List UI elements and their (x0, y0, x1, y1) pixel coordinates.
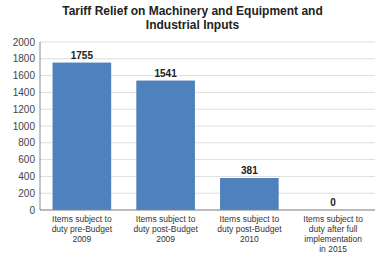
y-tick-label: 400 (18, 171, 35, 182)
y-tick-label: 0 (29, 205, 35, 216)
grid-line (40, 210, 375, 211)
text-line: Industrial Inputs (146, 18, 240, 32)
y-tick-label: 1000 (13, 121, 36, 132)
bars (53, 63, 279, 210)
chart-container: Tariff Relief on Machinery and Equipment… (0, 0, 385, 266)
y-tick-label: 1800 (13, 53, 36, 64)
text-line: 2010 (240, 234, 259, 244)
text-line: Tariff Relief on Machinery and Equipment… (62, 4, 322, 18)
text-line: 2009 (72, 234, 91, 244)
data-label: 1541 (155, 68, 178, 79)
y-tick-label: 800 (18, 137, 35, 148)
y-tick-label: 1200 (13, 104, 36, 115)
data-label: 0 (330, 197, 336, 208)
y-tick-label: 600 (18, 154, 35, 165)
text-line: Items subject to (303, 214, 363, 224)
text-line: duty pre-Budget (52, 224, 113, 234)
y-tick-label: 1600 (13, 70, 36, 81)
x-axis-line (40, 210, 375, 211)
text-line: 2009 (156, 234, 175, 244)
grid (40, 42, 375, 210)
text-line: duty post-Budget (133, 224, 198, 234)
x-tick-label: Items subject toduty after fullimplement… (303, 214, 363, 254)
x-tick-label: Items subject toduty post-Budget2009 (133, 214, 198, 244)
text-line: duty after full (309, 224, 358, 234)
y-tick-label: 1400 (13, 87, 36, 98)
text-line: Items subject to (136, 214, 196, 224)
bar (220, 178, 279, 210)
text-line: implementation (304, 234, 362, 244)
text-line: Items subject to (52, 214, 112, 224)
x-tick-label: Items subject toduty post-Budget2010 (217, 214, 282, 244)
data-label: 1755 (71, 50, 94, 61)
grid-line (40, 42, 375, 43)
bar (136, 81, 195, 210)
title: Tariff Relief on Machinery and Equipment… (62, 4, 322, 32)
text-line: duty post-Budget (217, 224, 282, 234)
data-label: 381 (241, 165, 258, 176)
x-tick-label: Items subject toduty pre-Budget2009 (52, 214, 113, 244)
y-tick-label: 2000 (13, 37, 36, 48)
chart-svg: Tariff Relief on Machinery and Equipment… (0, 0, 385, 266)
y-axis-line (40, 42, 41, 210)
y-tick-label: 200 (18, 188, 35, 199)
text-line: Items subject to (220, 214, 280, 224)
text-line: in 2015 (319, 244, 347, 254)
bar (53, 63, 112, 210)
